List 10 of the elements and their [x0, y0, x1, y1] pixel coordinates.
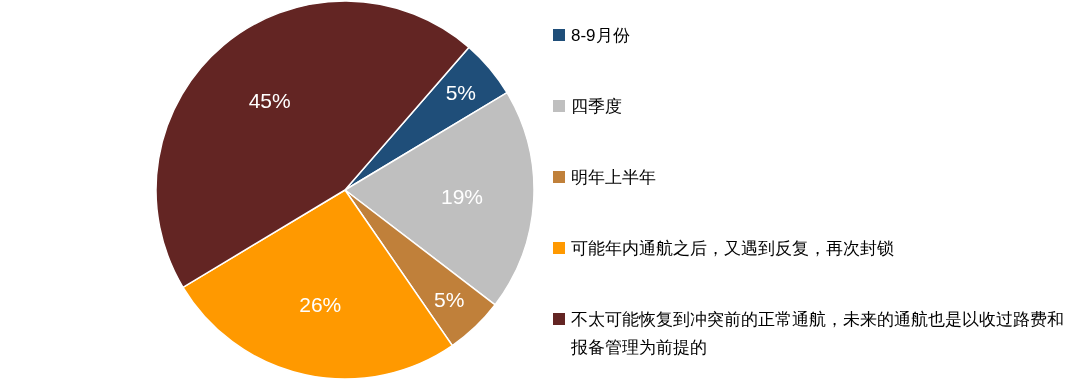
- legend-label: 四季度: [571, 96, 622, 116]
- legend-label: 明年上半年: [571, 167, 656, 187]
- legend-label: 不太可能恢复到冲突前的正常通航，未来的通航也是以收过路费和报备管理为前提的: [570, 309, 1064, 357]
- legend-label: 8-9月份: [571, 25, 630, 45]
- data-label: 5%: [445, 81, 477, 105]
- data-label: 19%: [440, 185, 484, 209]
- legend-label: 可能年内通航之后，又遇到反复，再次封锁: [571, 238, 894, 258]
- data-label: 45%: [248, 88, 291, 112]
- data-label: 5%: [434, 287, 465, 311]
- data-label: 26%: [299, 293, 342, 317]
